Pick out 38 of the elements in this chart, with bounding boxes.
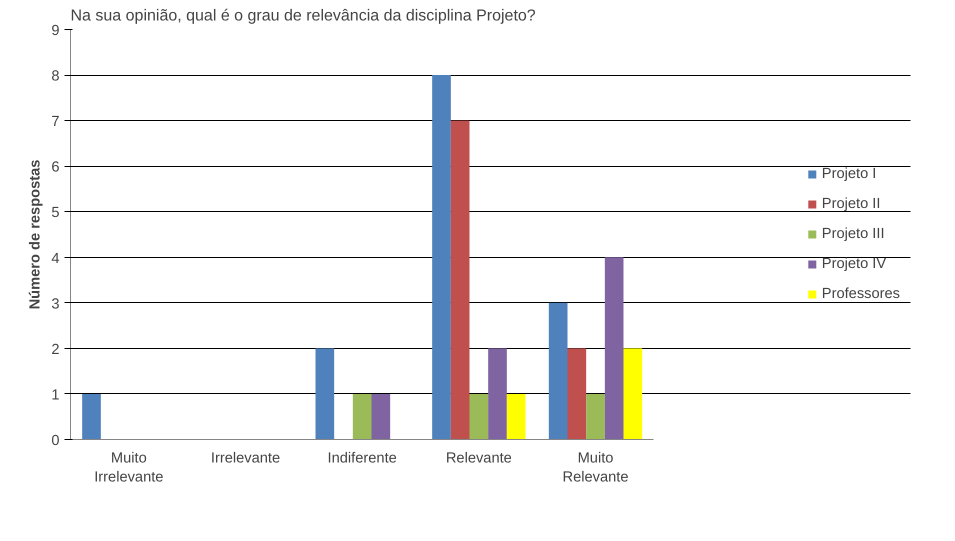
y-tick-label: 1 xyxy=(51,387,60,404)
category-label: Relevante xyxy=(562,470,628,486)
legend-label: Projeto III xyxy=(822,226,885,242)
bar xyxy=(352,394,372,440)
y-tick-label: 4 xyxy=(51,250,60,267)
y-tick-label: 5 xyxy=(51,205,60,222)
x-tick-label: Irrelevante xyxy=(210,450,280,466)
category-label: Muito xyxy=(578,450,614,466)
category-label: Irrelevante xyxy=(94,470,164,486)
y-tick-label: 7 xyxy=(51,114,60,130)
bar xyxy=(488,348,507,440)
bar xyxy=(316,348,334,440)
chart-title: Na sua opinião, qual é o grau de relevância da disciplina Projeto? xyxy=(70,8,536,24)
category-label: Muito xyxy=(110,450,147,466)
bar xyxy=(548,302,568,440)
y-tick-label: 3 xyxy=(51,296,60,312)
x-tick-label: Relevante xyxy=(446,450,512,466)
legend-label: Projeto I xyxy=(822,166,876,182)
x-tick-label: Indiferente xyxy=(328,450,397,466)
y-tick-label: 0 xyxy=(51,433,60,449)
bar xyxy=(568,348,586,440)
legend-label: Projeto IV xyxy=(822,256,886,272)
bar xyxy=(470,394,488,440)
bar xyxy=(450,120,470,440)
bar xyxy=(586,394,605,440)
y-tick-label: 8 xyxy=(51,68,60,85)
legend-label: Professores xyxy=(822,286,900,302)
bar xyxy=(432,75,451,440)
bar xyxy=(372,394,390,440)
bar xyxy=(624,348,642,440)
bar xyxy=(604,257,624,440)
bar xyxy=(82,394,101,440)
y-tick-label: 9 xyxy=(51,23,60,39)
legend-label: Projeto II xyxy=(822,196,880,212)
bar xyxy=(506,394,526,440)
y-tick-label: 6 xyxy=(51,160,60,176)
y-tick-label: 2 xyxy=(51,342,60,358)
y-axis-title: Número de respostas xyxy=(27,160,44,310)
